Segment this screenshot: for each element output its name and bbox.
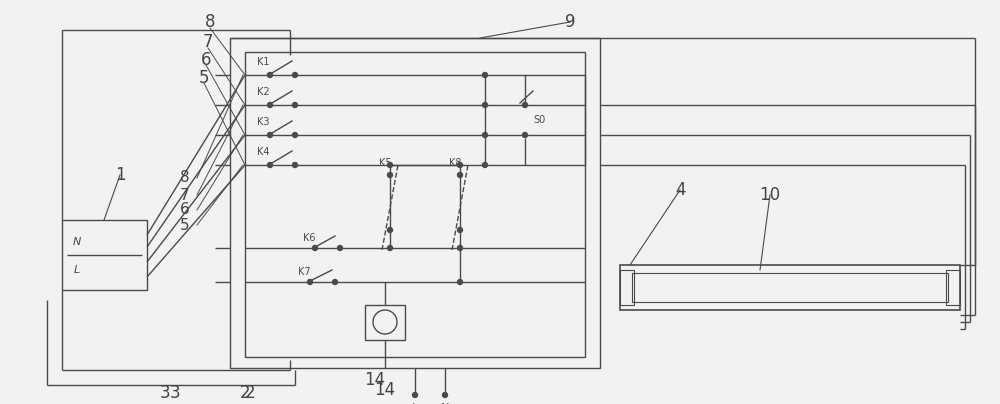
Text: K5: K5 (379, 158, 391, 168)
Circle shape (338, 246, 342, 250)
Text: L: L (74, 265, 80, 275)
Circle shape (482, 103, 488, 107)
Text: 14: 14 (364, 371, 386, 389)
Circle shape (482, 133, 488, 137)
Text: L: L (412, 403, 418, 404)
Bar (230, 38, 600, 368)
Text: K2: K2 (257, 87, 270, 97)
Circle shape (413, 393, 418, 398)
Circle shape (442, 393, 448, 398)
Text: 2: 2 (245, 384, 255, 402)
Text: 10: 10 (759, 186, 781, 204)
Text: 6: 6 (201, 51, 211, 69)
Circle shape (308, 280, 312, 284)
Text: K7: K7 (298, 267, 311, 277)
Circle shape (458, 227, 462, 232)
Text: 8: 8 (180, 170, 190, 185)
Text: 6: 6 (180, 202, 190, 217)
Text: 1: 1 (115, 166, 125, 184)
Text: K6: K6 (303, 233, 316, 243)
Text: 3: 3 (170, 384, 180, 402)
Text: 5: 5 (199, 69, 209, 87)
Text: 5: 5 (180, 217, 190, 232)
Circle shape (388, 162, 392, 168)
Circle shape (458, 280, 462, 284)
Circle shape (458, 173, 462, 177)
Circle shape (388, 227, 392, 232)
Bar (946, 270, 960, 305)
Circle shape (332, 280, 338, 284)
Circle shape (268, 72, 272, 78)
Text: 14: 14 (374, 381, 396, 399)
Text: 2: 2 (240, 384, 250, 402)
Text: K4: K4 (257, 147, 270, 157)
Circle shape (458, 162, 462, 168)
Circle shape (522, 103, 528, 107)
Bar (62, 220, 147, 290)
Text: 4: 4 (675, 181, 685, 199)
Text: 9: 9 (565, 13, 575, 31)
Circle shape (458, 246, 462, 250)
Circle shape (292, 72, 298, 78)
Circle shape (388, 173, 392, 177)
Circle shape (292, 162, 298, 168)
Text: N: N (73, 237, 81, 247)
Circle shape (482, 72, 488, 78)
Bar (365, 305, 405, 340)
Text: 3: 3 (160, 384, 170, 402)
Bar (620, 270, 634, 305)
Circle shape (522, 133, 528, 137)
Text: K1: K1 (257, 57, 270, 67)
Text: 7: 7 (180, 187, 190, 202)
Text: K8: K8 (449, 158, 461, 168)
Bar (245, 52, 585, 357)
Text: S0: S0 (533, 115, 545, 125)
Circle shape (268, 103, 272, 107)
Circle shape (268, 133, 272, 137)
Text: K3: K3 (257, 117, 270, 127)
Text: 8: 8 (205, 13, 215, 31)
Circle shape (292, 103, 298, 107)
Circle shape (268, 162, 272, 168)
Bar (620, 265, 960, 310)
Text: N: N (441, 403, 449, 404)
Text: 7: 7 (203, 33, 213, 51)
Circle shape (388, 246, 392, 250)
Circle shape (312, 246, 318, 250)
Circle shape (482, 162, 488, 168)
Bar (632, 273, 948, 302)
Circle shape (292, 133, 298, 137)
